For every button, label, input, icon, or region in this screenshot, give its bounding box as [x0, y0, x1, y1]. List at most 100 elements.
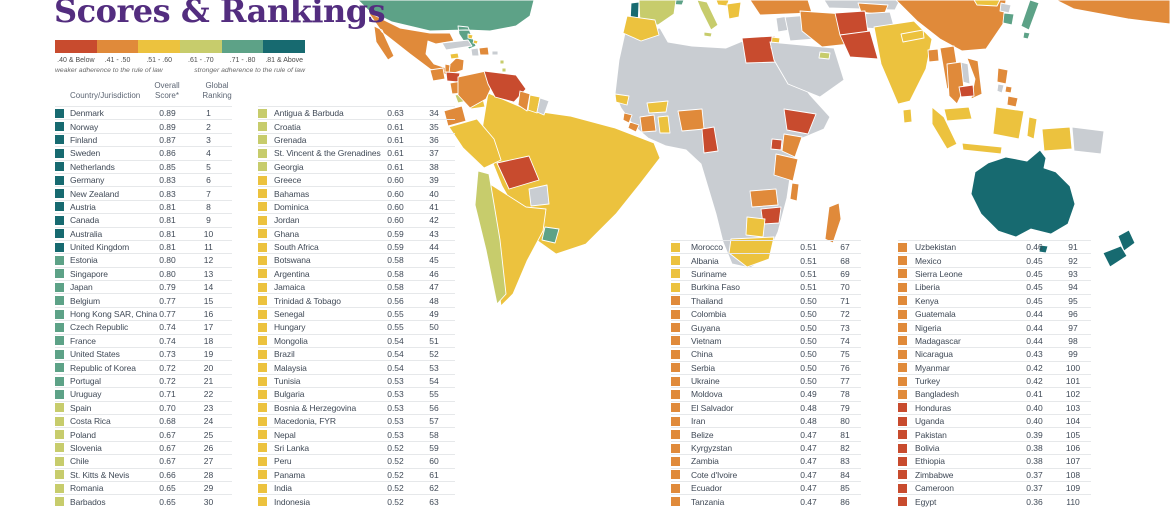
score-band-swatch [671, 443, 680, 453]
score-band-swatch [55, 202, 64, 212]
country-name: Albania [691, 255, 719, 266]
table-row: Honduras 0.40 103 [898, 402, 1091, 416]
map-region-uganda [770, 138, 783, 151]
score-band-swatch [55, 470, 64, 480]
table-row: Morocco 0.51 67 [671, 241, 861, 255]
global-ranking-value: 51 [429, 335, 439, 346]
country-name: Zambia [691, 456, 719, 467]
global-ranking-value: 58 [429, 429, 439, 440]
overall-score-value: 0.60 [387, 201, 404, 212]
map-region-sulawesi [1026, 116, 1038, 140]
country-name: Georgia [274, 161, 304, 172]
score-band-swatch [55, 322, 64, 332]
score-band-swatch [55, 376, 64, 386]
country-name: Macedonia, FYR [274, 416, 336, 427]
global-ranking-value: 34 [429, 108, 439, 119]
table-row: Sierra Leone 0.45 93 [898, 268, 1091, 282]
global-ranking-value: 36 [429, 134, 439, 145]
score-band-swatch [898, 336, 907, 346]
score-band-swatch [55, 483, 64, 493]
global-ranking-value: 108 [1065, 469, 1081, 480]
global-ranking-value: 15 [203, 295, 214, 306]
map-region-haiti [470, 47, 480, 57]
overall-score-value: 0.58 [387, 282, 404, 293]
overall-score-value: 0.70 [159, 402, 176, 413]
score-band-swatch [671, 470, 680, 480]
overall-score-value: 0.74 [159, 322, 176, 333]
score-band-swatch [258, 122, 267, 132]
table-row: South Africa 0.59 44 [258, 241, 455, 255]
score-band-swatch [55, 309, 64, 319]
country-name: Trinidad & Tobago [274, 295, 341, 306]
overall-score-value: 0.89 [159, 121, 176, 132]
table-row: Brazil 0.54 52 [258, 348, 455, 362]
table-row: Ghana 0.59 43 [258, 228, 455, 241]
country-name: Ethiopia [915, 456, 945, 467]
table-row: Jamaica 0.58 47 [258, 281, 455, 295]
score-band-swatch [55, 349, 64, 359]
map-region-mongolia [973, 0, 1001, 7]
global-ranking-value: 11 [204, 242, 213, 253]
global-ranking-value: 63 [429, 496, 439, 507]
global-ranking-value: 22 [203, 389, 214, 400]
country-name: Canada [70, 215, 100, 226]
country-name: Honduras [915, 402, 952, 413]
country-name: Sweden [70, 148, 101, 159]
overall-score-value: 0.40 [1026, 402, 1043, 413]
table-row: Chile 0.67 27 [55, 455, 232, 469]
global-ranking-value: 23 [203, 402, 214, 413]
table-row: Hong Kong SAR, China 0.77 16 [55, 308, 232, 322]
overall-score-value: 0.81 [159, 201, 176, 212]
legend-band-segment [221, 40, 264, 53]
map-region-bolivia [496, 155, 540, 190]
overall-score-value: 0.60 [387, 188, 404, 199]
global-ranking-value: 102 [1065, 389, 1081, 400]
overall-score-value: 0.67 [159, 429, 176, 440]
table-row: Ethiopia 0.38 107 [898, 455, 1091, 469]
table-row: Liberia 0.45 94 [898, 281, 1091, 295]
table-row: Colombia 0.50 72 [671, 308, 861, 322]
overall-score-value: 0.37 [1026, 469, 1043, 480]
global-ranking-value: 59 [429, 442, 439, 453]
global-ranking-value: 71 [840, 295, 850, 306]
overall-score-value: 0.47 [800, 443, 817, 454]
weaker-adherence-label: weaker adherence to the rule of law [55, 67, 163, 74]
table-row: France 0.74 18 [55, 335, 232, 349]
legend-band-label: .51 - .60 [146, 57, 173, 64]
table-row: Bulgaria 0.53 55 [258, 388, 455, 402]
overall-score-value: 0.45 [1026, 255, 1043, 266]
legend-color-bar [55, 40, 306, 53]
table-row: Cote d'Ivoire 0.47 84 [671, 469, 861, 483]
overall-score-value: 0.55 [387, 322, 404, 333]
score-band-swatch [671, 403, 680, 413]
map-region-sri-lanka [902, 108, 913, 124]
score-band-swatch [258, 202, 267, 212]
global-ranking-value: 98 [1068, 335, 1078, 346]
table-row: Grenada 0.61 36 [258, 134, 455, 148]
score-band-swatch [55, 162, 64, 172]
global-ranking-value: 81 [840, 429, 850, 440]
country-name: Antigua & Barbuda [274, 108, 344, 119]
overall-score-value: 0.48 [800, 416, 817, 427]
overall-score-value: 0.60 [387, 175, 404, 186]
score-band-swatch [55, 255, 64, 265]
global-ranking-value: 38 [429, 161, 439, 172]
global-ranking-value: 26 [203, 442, 214, 453]
country-name: Iran [691, 416, 706, 427]
table-row: China 0.50 75 [671, 348, 861, 362]
score-band-swatch [258, 108, 267, 118]
overall-score-value: 0.80 [159, 255, 176, 266]
country-name: Bahamas [274, 188, 310, 199]
global-ranking-value: 37 [429, 148, 439, 159]
global-ranking-value: 75 [840, 349, 850, 360]
overall-score-value: 0.50 [800, 349, 817, 360]
column-header-overall-score: Overall Score* [148, 81, 186, 100]
global-ranking-value: 79 [840, 402, 850, 413]
score-band-swatch [898, 323, 907, 333]
country-name: Morocco [691, 242, 723, 253]
table-row: Malaysia 0.54 53 [258, 361, 455, 375]
map-region-cuba [441, 39, 473, 51]
overall-score-header-line1: Overall [154, 81, 180, 90]
table-row: Finland 0.87 3 [55, 134, 232, 148]
global-ranking-value: 12 [203, 255, 214, 266]
